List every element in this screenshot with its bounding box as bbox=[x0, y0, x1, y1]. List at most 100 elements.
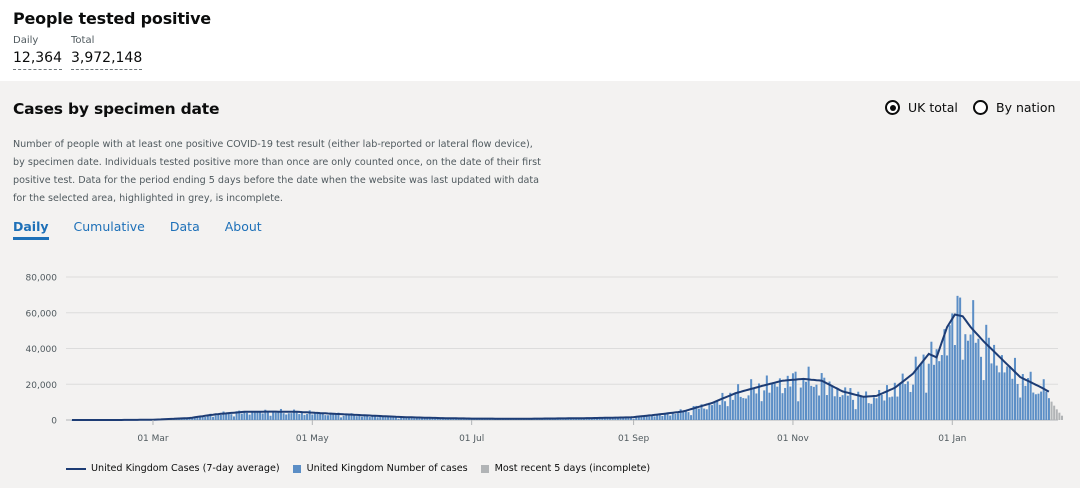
legend-item-average: United Kingdom Cases (7-day average) bbox=[66, 463, 280, 474]
case-bar bbox=[306, 413, 309, 420]
case-bar bbox=[400, 416, 403, 420]
case-bar bbox=[219, 414, 222, 420]
legend-label-incomplete: Most recent 5 days (incomplete) bbox=[494, 463, 651, 474]
case-bar bbox=[852, 399, 855, 420]
case-bar bbox=[274, 412, 277, 420]
tab-data[interactable]: Data bbox=[169, 219, 200, 234]
case-bar bbox=[632, 418, 635, 420]
case-bar bbox=[1003, 372, 1006, 420]
case-bar bbox=[760, 401, 763, 420]
case-bar bbox=[883, 400, 886, 420]
case-bar bbox=[410, 417, 413, 420]
radio-selected-icon[interactable] bbox=[885, 100, 900, 115]
radio-unselected-icon[interactable] bbox=[973, 100, 988, 115]
tab-about[interactable]: About bbox=[224, 219, 262, 234]
radio-uk-total[interactable]: UK total bbox=[885, 100, 958, 115]
case-bar bbox=[695, 405, 698, 420]
case-bar bbox=[729, 392, 732, 420]
case-bar bbox=[313, 413, 316, 420]
case-bar bbox=[661, 415, 664, 420]
legend-item-cases: United Kingdom Number of cases bbox=[292, 463, 468, 474]
case-bar bbox=[899, 383, 902, 420]
case-bar bbox=[1045, 391, 1048, 420]
x-tick-label: 01 May bbox=[296, 434, 330, 444]
case-bar bbox=[232, 416, 235, 420]
tab-daily[interactable]: Daily bbox=[13, 219, 49, 240]
y-tick-label: 20,000 bbox=[26, 381, 58, 391]
case-bar bbox=[974, 342, 977, 420]
case-bar bbox=[966, 340, 969, 420]
case-bar bbox=[334, 413, 337, 420]
case-bar bbox=[282, 413, 285, 420]
case-bar bbox=[640, 416, 643, 420]
radio-uk-total-label[interactable]: UK total bbox=[908, 100, 958, 115]
radio-by-nation-label[interactable]: By nation bbox=[996, 100, 1056, 115]
case-bar bbox=[1000, 355, 1003, 420]
case-bar bbox=[269, 415, 272, 420]
case-bar bbox=[805, 381, 808, 420]
case-bar bbox=[235, 411, 238, 420]
case-bar bbox=[326, 415, 329, 420]
case-bar bbox=[603, 418, 606, 420]
case-bar bbox=[290, 413, 293, 420]
case-bar bbox=[799, 387, 802, 420]
case-bar bbox=[376, 417, 379, 420]
case-bar bbox=[332, 414, 335, 420]
case-bar bbox=[1021, 374, 1024, 420]
x-tick-label: 01 Jan bbox=[938, 434, 966, 444]
average-line bbox=[72, 313, 1050, 421]
case-bar bbox=[998, 372, 1001, 420]
case-bar bbox=[995, 365, 998, 420]
case-bar bbox=[298, 414, 301, 420]
case-bar bbox=[256, 412, 259, 420]
case-bar bbox=[710, 405, 713, 420]
case-bar bbox=[781, 393, 784, 420]
case-bar bbox=[841, 395, 844, 420]
case-bar bbox=[287, 413, 290, 420]
case-bar bbox=[259, 411, 262, 420]
incomplete-bar bbox=[1058, 412, 1061, 420]
case-bar bbox=[669, 415, 672, 420]
case-bar bbox=[1016, 384, 1019, 420]
case-bar bbox=[392, 416, 395, 420]
case-bar bbox=[1047, 398, 1050, 420]
case-bar bbox=[415, 417, 418, 420]
case-bar bbox=[948, 325, 951, 420]
case-bar bbox=[345, 413, 348, 420]
case-bar bbox=[426, 418, 429, 420]
case-bar bbox=[893, 382, 896, 420]
case-bar bbox=[904, 384, 907, 420]
case-bar bbox=[757, 383, 760, 420]
case-bar bbox=[940, 355, 943, 420]
page-title: People tested positive bbox=[13, 9, 211, 28]
case-bar bbox=[381, 416, 384, 420]
case-bar bbox=[616, 418, 619, 420]
metric-total-value[interactable]: 3,972,148 bbox=[71, 49, 143, 70]
case-bar bbox=[776, 386, 779, 420]
case-bar bbox=[917, 367, 920, 420]
legend-label-average: United Kingdom Cases (7-day average) bbox=[91, 463, 280, 474]
x-tick-label: 01 Mar bbox=[137, 434, 169, 444]
case-bar bbox=[627, 417, 630, 420]
case-bar bbox=[384, 417, 387, 420]
case-bar bbox=[744, 398, 747, 420]
case-bar bbox=[807, 366, 810, 420]
case-bar bbox=[836, 387, 839, 420]
case-bar bbox=[418, 417, 421, 420]
case-bar bbox=[423, 417, 426, 420]
case-bar bbox=[726, 406, 729, 420]
case-bar bbox=[243, 411, 246, 420]
case-bar bbox=[885, 385, 888, 420]
case-bar bbox=[225, 413, 228, 420]
radio-by-nation[interactable]: By nation bbox=[973, 100, 1055, 115]
case-bar bbox=[872, 397, 875, 420]
case-bar bbox=[606, 417, 609, 420]
case-bar bbox=[925, 392, 928, 420]
case-bar bbox=[656, 414, 659, 420]
case-bar bbox=[193, 417, 196, 420]
case-bar bbox=[645, 416, 648, 420]
tab-cumulative[interactable]: Cumulative bbox=[73, 219, 145, 234]
metric-daily-value[interactable]: 12,364 bbox=[13, 49, 62, 70]
case-bar bbox=[251, 410, 254, 420]
case-bar bbox=[387, 415, 390, 420]
